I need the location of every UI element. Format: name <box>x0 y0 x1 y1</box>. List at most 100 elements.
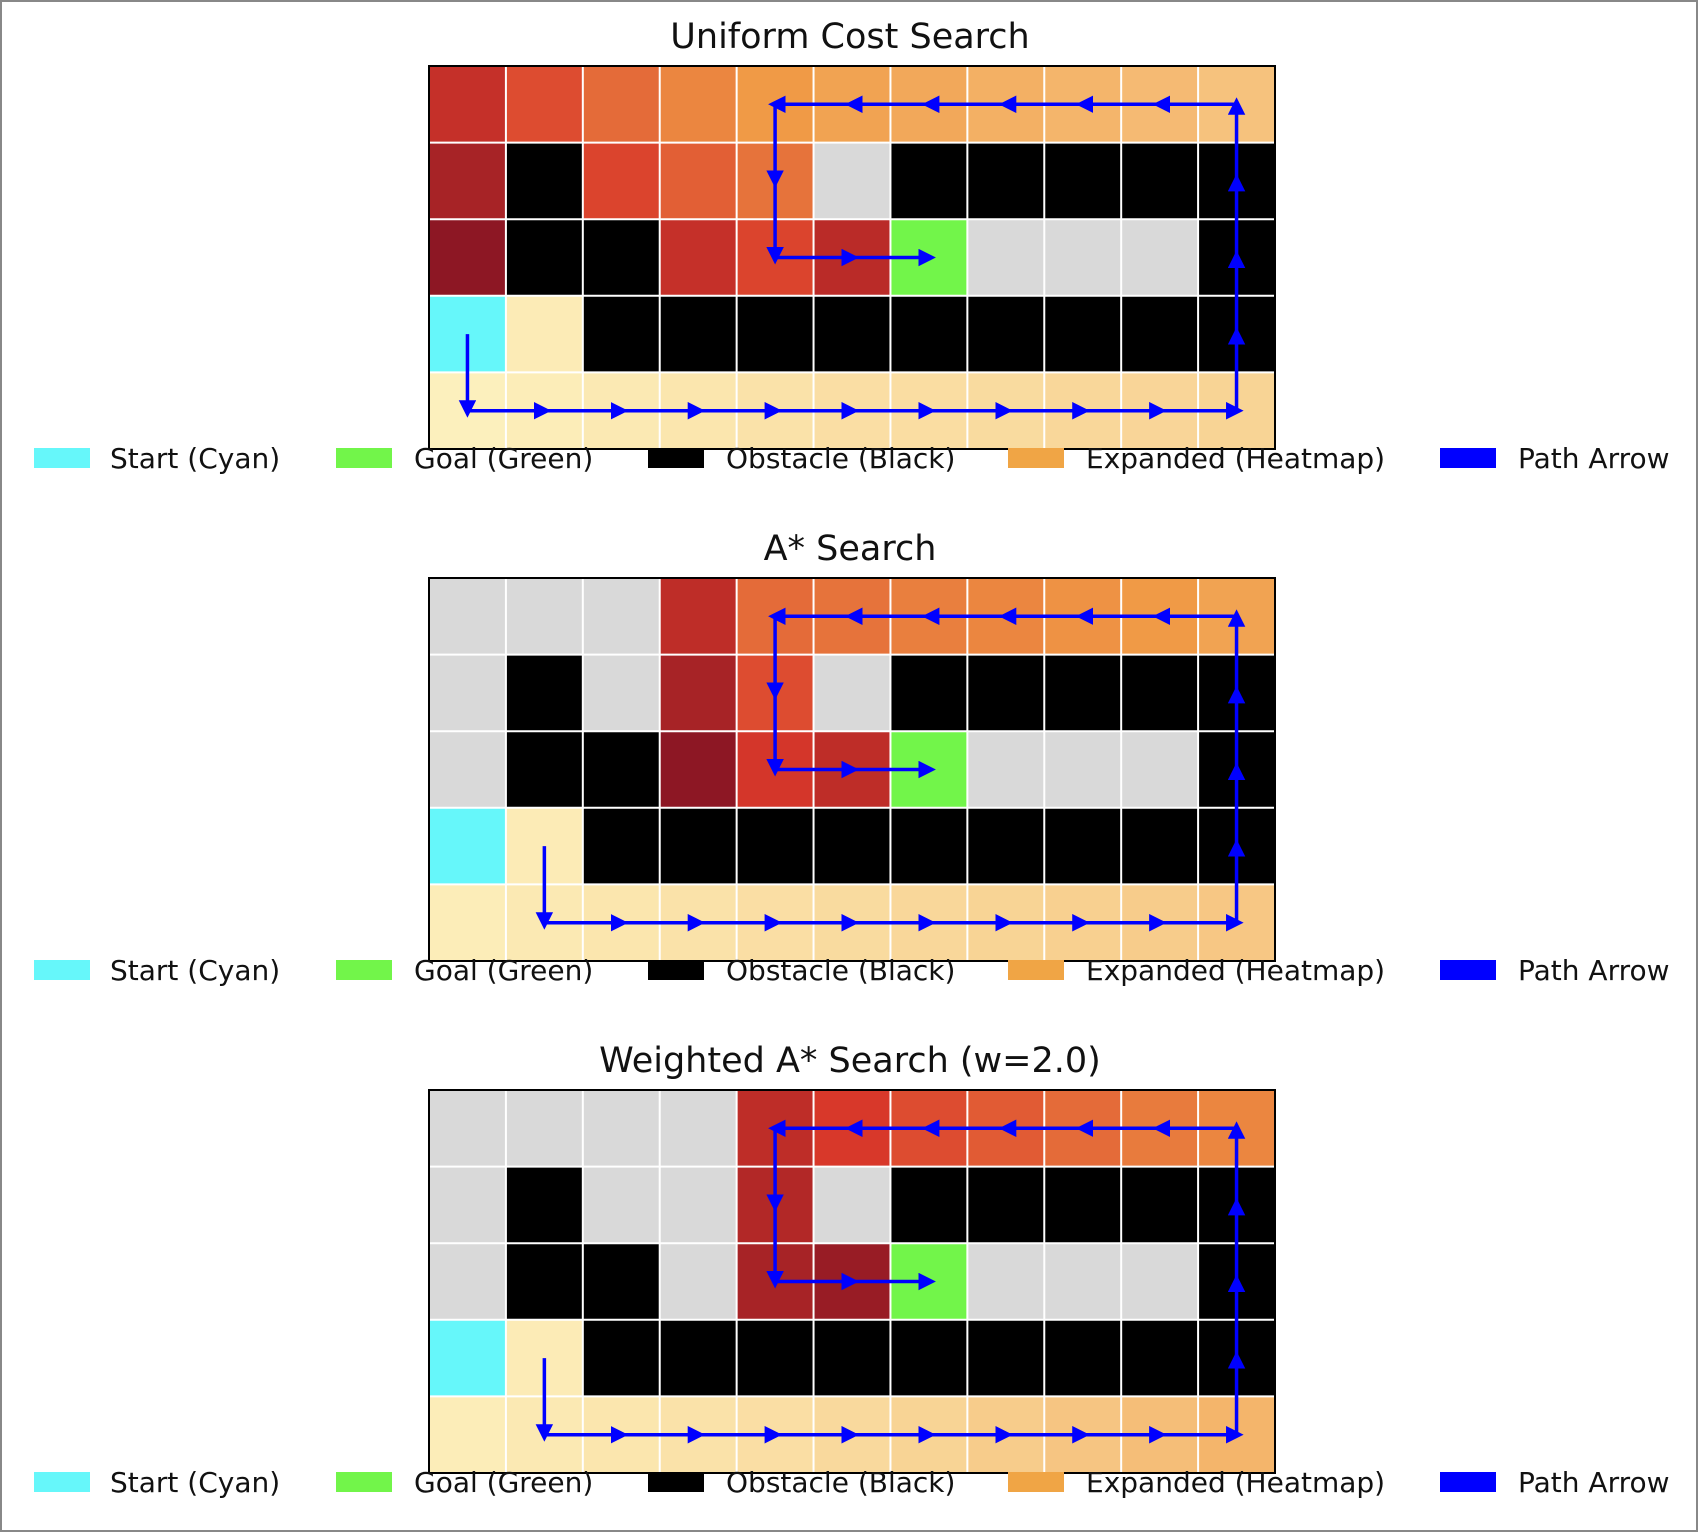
obstacle-cell <box>582 731 660 808</box>
expanded-cell <box>429 1396 506 1473</box>
obstacle-cell <box>505 142 583 220</box>
panel-0: Uniform Cost Search Start (Cyan) Goal (Gre… <box>34 17 1670 475</box>
panel-title: Uniform Cost Search <box>670 17 1029 57</box>
legend-expanded-label: Expanded (Heatmap) <box>1086 954 1385 987</box>
legend-goal-swatch <box>336 960 392 980</box>
expanded-cell <box>659 142 737 220</box>
obstacle-cell <box>1044 807 1122 885</box>
legend-obstacle-swatch <box>648 1472 704 1492</box>
legend-start-swatch <box>34 448 90 468</box>
obstacle-cell <box>659 1319 737 1397</box>
unexpanded-cell <box>582 654 660 732</box>
obstacle-cell <box>505 1166 583 1244</box>
legend-goal-swatch <box>336 1472 392 1492</box>
obstacle-cell <box>582 1319 660 1397</box>
expanded-cell <box>582 66 660 143</box>
legend-path-label: Path Arrow <box>1518 1466 1670 1499</box>
legend-goal-label: Goal (Green) <box>414 1466 593 1499</box>
legend-start-label: Start (Cyan) <box>110 442 280 475</box>
unexpanded-cell <box>505 1090 583 1167</box>
grid-border <box>428 65 1276 450</box>
obstacle-cell <box>736 295 814 373</box>
legend-obstacle-label: Obstacle (Black) <box>726 954 955 987</box>
unexpanded-cell <box>429 1090 506 1167</box>
unexpanded-cell <box>1121 731 1199 808</box>
expanded-cell <box>659 578 737 655</box>
expanded-cell <box>659 66 737 143</box>
unexpanded-cell <box>1044 219 1122 296</box>
obstacle-cell <box>1121 1319 1199 1397</box>
obstacle-cell <box>582 219 660 296</box>
obstacle-cell <box>736 1319 814 1397</box>
unexpanded-cell <box>1121 1243 1199 1320</box>
expanded-cell <box>505 66 583 143</box>
legend-goal-label: Goal (Green) <box>414 442 593 475</box>
unexpanded-cell <box>659 1243 737 1320</box>
obstacle-cell <box>1121 807 1199 885</box>
obstacle-cell <box>505 654 583 732</box>
expanded-cell <box>505 295 583 373</box>
obstacle-cell <box>967 1319 1045 1397</box>
legend-expanded-swatch <box>1008 448 1064 468</box>
legend-start-swatch <box>34 1472 90 1492</box>
panel-title: Weighted A* Search (w=2.0) <box>599 1041 1101 1081</box>
obstacle-cell <box>967 654 1045 732</box>
legend-obstacle-label: Obstacle (Black) <box>726 1466 955 1499</box>
expanded-cell <box>429 142 506 220</box>
start-cell <box>429 1319 506 1397</box>
legend-obstacle-swatch <box>648 448 704 468</box>
legend-path-label: Path Arrow <box>1518 442 1670 475</box>
obstacle-cell <box>659 807 737 885</box>
legend-start-swatch <box>34 960 90 980</box>
legend-expanded-label: Expanded (Heatmap) <box>1086 1466 1385 1499</box>
obstacle-cell <box>967 142 1045 220</box>
obstacle-cell <box>1044 1319 1122 1397</box>
obstacle-cell <box>890 295 968 373</box>
legend-path-swatch <box>1440 448 1496 468</box>
unexpanded-cell <box>429 731 506 808</box>
obstacle-cell <box>890 654 968 732</box>
obstacle-cell <box>505 731 583 808</box>
unexpanded-cell <box>582 578 660 655</box>
obstacle-cell <box>736 807 814 885</box>
obstacle-cell <box>967 1166 1045 1244</box>
obstacle-cell <box>659 295 737 373</box>
unexpanded-cell <box>967 219 1045 296</box>
obstacle-cell <box>967 807 1045 885</box>
obstacle-cell <box>813 295 891 373</box>
obstacle-cell <box>813 807 891 885</box>
obstacle-cell <box>582 295 660 373</box>
expanded-cell <box>429 884 506 961</box>
unexpanded-cell <box>1044 731 1122 808</box>
unexpanded-cell <box>429 1166 506 1244</box>
expanded-cell <box>582 142 660 220</box>
legend-obstacle-label: Obstacle (Black) <box>726 442 955 475</box>
grid-border <box>428 577 1276 962</box>
obstacle-cell <box>1121 1166 1199 1244</box>
obstacle-cell <box>505 219 583 296</box>
grid-border <box>428 1089 1276 1474</box>
unexpanded-cell <box>967 731 1045 808</box>
obstacle-cell <box>890 1166 968 1244</box>
unexpanded-cell <box>429 1243 506 1320</box>
obstacle-cell <box>890 807 968 885</box>
expanded-cell <box>429 219 506 296</box>
unexpanded-cell <box>1044 1243 1122 1320</box>
obstacle-cell <box>1121 142 1199 220</box>
unexpanded-cell <box>659 1090 737 1167</box>
legend-goal-label: Goal (Green) <box>414 954 593 987</box>
obstacle-cell <box>582 1243 660 1320</box>
legend-expanded-label: Expanded (Heatmap) <box>1086 442 1385 475</box>
legend-expanded-swatch <box>1008 960 1064 980</box>
legend-expanded-swatch <box>1008 1472 1064 1492</box>
unexpanded-cell <box>659 1166 737 1244</box>
expanded-cell <box>429 66 506 143</box>
unexpanded-cell <box>813 654 891 732</box>
unexpanded-cell <box>582 1166 660 1244</box>
expanded-cell <box>659 219 737 296</box>
obstacle-cell <box>1044 142 1122 220</box>
panel-1: A* Search Start (Cyan) Goal (Green) Obstacl… <box>34 529 1670 987</box>
obstacle-cell <box>967 295 1045 373</box>
unexpanded-cell <box>429 578 506 655</box>
